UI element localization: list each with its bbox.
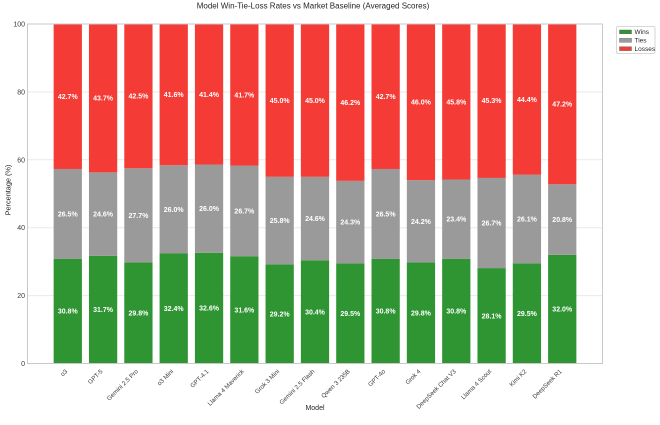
svg-text:40: 40 [17, 225, 25, 232]
svg-text:100: 100 [13, 22, 25, 29]
svg-text:o3: o3 [59, 368, 69, 378]
svg-text:24.3%: 24.3% [340, 220, 361, 227]
svg-text:27.7%: 27.7% [128, 213, 149, 220]
svg-text:42.7%: 42.7% [58, 94, 79, 101]
svg-text:80: 80 [17, 89, 25, 96]
svg-text:29.2%: 29.2% [270, 311, 291, 318]
svg-text:26.5%: 26.5% [58, 211, 79, 218]
svg-text:20.8%: 20.8% [552, 217, 573, 224]
svg-text:0: 0 [21, 361, 25, 368]
svg-text:60: 60 [17, 157, 25, 164]
svg-text:29.8%: 29.8% [411, 310, 432, 317]
svg-text:30.8%: 30.8% [446, 309, 467, 316]
svg-text:26.0%: 26.0% [199, 206, 220, 213]
svg-text:47.2%: 47.2% [552, 102, 573, 109]
svg-text:30.8%: 30.8% [376, 309, 397, 316]
svg-text:43.7%: 43.7% [93, 96, 114, 103]
svg-text:42.5%: 42.5% [128, 94, 149, 101]
svg-text:26.5%: 26.5% [376, 211, 397, 218]
svg-text:32.6%: 32.6% [199, 306, 220, 313]
svg-text:45.0%: 45.0% [270, 98, 291, 105]
svg-text:46.2%: 46.2% [340, 100, 361, 107]
svg-text:29.5%: 29.5% [340, 311, 361, 318]
svg-text:Model Win-Tie-Loss Rates vs Ma: Model Win-Tie-Loss Rates vs Market Basel… [197, 2, 430, 11]
svg-text:20: 20 [17, 293, 25, 300]
svg-text:28.1%: 28.1% [482, 313, 503, 320]
svg-text:Model: Model [305, 405, 325, 412]
svg-text:41.6%: 41.6% [164, 92, 185, 99]
svg-text:23.4%: 23.4% [446, 217, 467, 224]
svg-text:26.0%: 26.0% [164, 207, 185, 214]
svg-text:32.0%: 32.0% [552, 307, 573, 314]
svg-text:45.0%: 45.0% [305, 98, 326, 105]
svg-text:25.8%: 25.8% [270, 218, 291, 225]
svg-text:44.4%: 44.4% [517, 97, 538, 104]
svg-text:42.7%: 42.7% [376, 94, 397, 101]
svg-text:Percentage (%): Percentage (%) [4, 165, 13, 216]
svg-text:24.6%: 24.6% [93, 212, 114, 219]
svg-text:Losses: Losses [635, 46, 656, 53]
svg-text:30.4%: 30.4% [305, 309, 326, 316]
svg-text:26.7%: 26.7% [234, 208, 255, 215]
svg-text:41.4%: 41.4% [199, 92, 220, 99]
svg-text:29.5%: 29.5% [517, 311, 538, 318]
svg-text:26.1%: 26.1% [517, 217, 538, 224]
svg-text:Ties: Ties [635, 38, 648, 45]
svg-text:45.8%: 45.8% [446, 99, 467, 106]
svg-text:24.2%: 24.2% [411, 219, 432, 226]
svg-text:46.0%: 46.0% [411, 100, 432, 107]
svg-text:29.8%: 29.8% [128, 310, 149, 317]
svg-text:32.4%: 32.4% [164, 306, 185, 313]
svg-text:41.7%: 41.7% [234, 92, 255, 99]
svg-text:24.6%: 24.6% [305, 216, 326, 223]
svg-text:31.6%: 31.6% [234, 307, 255, 314]
svg-text:45.3%: 45.3% [482, 98, 503, 105]
svg-text:Wins: Wins [635, 29, 650, 36]
svg-text:30.8%: 30.8% [58, 309, 79, 316]
svg-text:26.7%: 26.7% [482, 220, 503, 227]
svg-text:31.7%: 31.7% [93, 307, 114, 314]
